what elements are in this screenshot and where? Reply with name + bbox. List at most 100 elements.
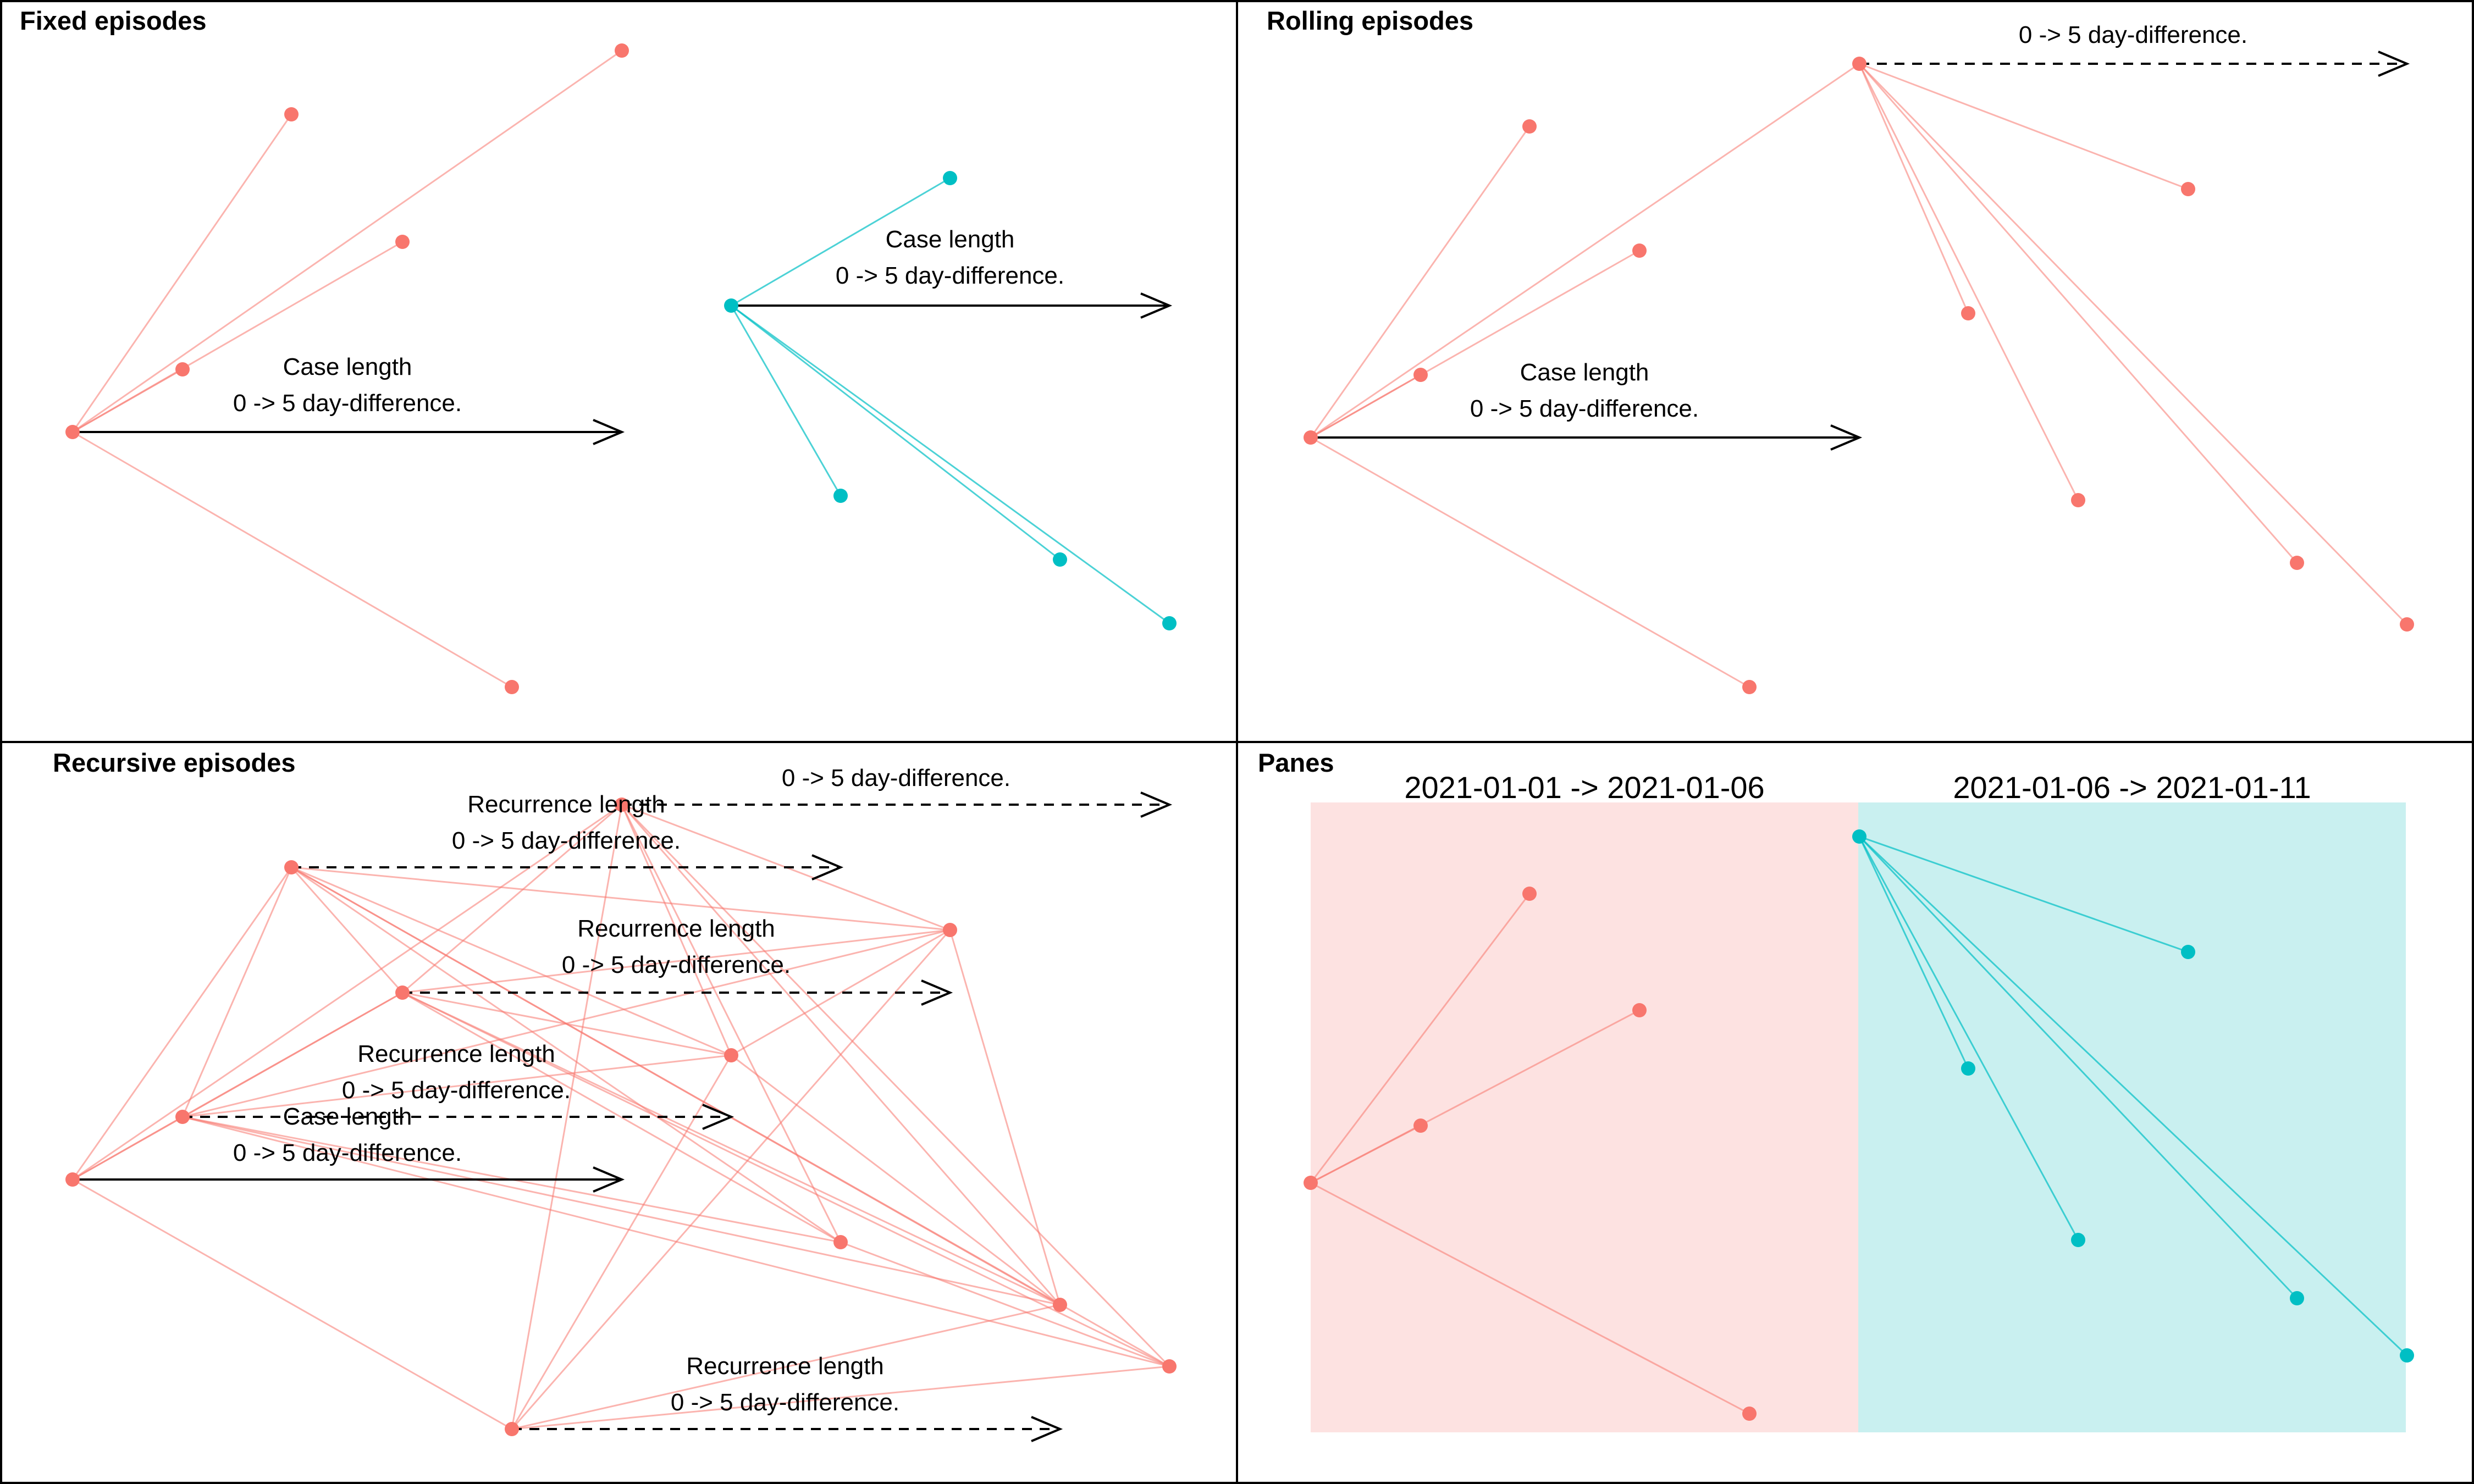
record-point bbox=[1522, 119, 1537, 134]
arrow-head bbox=[1031, 1416, 1063, 1442]
episode-link bbox=[1310, 63, 1860, 439]
episode-link bbox=[72, 804, 622, 1181]
record-point bbox=[65, 1172, 80, 1187]
panel-title-rolling: Rolling episodes bbox=[1267, 6, 1473, 35]
episode-link bbox=[1858, 835, 2298, 1299]
record-point bbox=[724, 298, 738, 313]
episode-link bbox=[291, 866, 951, 931]
record-point bbox=[2400, 1348, 2414, 1363]
episode-link bbox=[182, 1116, 1061, 1306]
episode-link bbox=[181, 867, 292, 1117]
arrow-head bbox=[593, 419, 625, 445]
episode-link bbox=[1858, 63, 2079, 501]
record-point bbox=[284, 860, 299, 874]
episode-link bbox=[1310, 436, 1750, 688]
episode-link bbox=[1858, 63, 2408, 625]
episode-link bbox=[1858, 63, 1969, 314]
record-point bbox=[1632, 243, 1647, 258]
episode-link bbox=[402, 992, 841, 1243]
episode-link bbox=[291, 866, 732, 1056]
panel-title-recursive: Recursive episodes bbox=[53, 748, 296, 777]
record-point bbox=[175, 1110, 190, 1124]
episode-link bbox=[731, 304, 1170, 624]
panel-title-fixed: Fixed episodes bbox=[20, 6, 207, 35]
record-point bbox=[1852, 57, 1866, 71]
episode-link bbox=[72, 49, 622, 433]
episode-link bbox=[511, 1365, 1170, 1430]
arrow-head bbox=[921, 979, 953, 1006]
episode-link bbox=[621, 804, 1061, 1305]
episode-link bbox=[840, 1241, 1170, 1367]
episode-link bbox=[1859, 835, 2189, 953]
record-point bbox=[1304, 430, 1318, 445]
record-point bbox=[395, 985, 410, 1000]
episode-link bbox=[72, 368, 183, 433]
record-point bbox=[284, 107, 299, 121]
window-label: 0 -> 5 day-difference. bbox=[562, 951, 791, 978]
panel-title-panes: Panes bbox=[1258, 748, 1334, 777]
episode-link bbox=[402, 929, 951, 994]
window-label: 0 -> 5 day-difference. bbox=[2019, 21, 2247, 48]
episode-link bbox=[949, 929, 1061, 1305]
window-label: 0 -> 5 day-difference. bbox=[782, 765, 1010, 791]
case-length-label: Case length bbox=[886, 226, 1015, 253]
episode-link bbox=[1858, 836, 2079, 1241]
episode-link bbox=[731, 177, 951, 307]
record-point bbox=[1413, 1118, 1428, 1133]
case-length-label: Case length bbox=[1520, 359, 1649, 386]
record-point bbox=[1852, 829, 1866, 844]
episode-link bbox=[731, 929, 951, 1056]
window-arrows bbox=[73, 51, 2410, 1442]
episode-link bbox=[290, 867, 404, 993]
pane-1-background bbox=[1311, 802, 1858, 1432]
arrow-head bbox=[1830, 424, 1863, 451]
record-point bbox=[943, 171, 957, 185]
record-point bbox=[1162, 1359, 1177, 1374]
episode-link bbox=[402, 804, 622, 994]
episode-link bbox=[621, 804, 842, 1243]
arrow-head bbox=[702, 1104, 735, 1130]
record-point bbox=[505, 680, 519, 694]
record-point bbox=[65, 425, 80, 439]
episode-link bbox=[1858, 835, 2408, 1356]
record-point bbox=[943, 923, 957, 937]
record-point bbox=[1304, 1176, 1318, 1190]
episode-link bbox=[731, 304, 1061, 561]
window-label: 0 -> 5 day-difference. bbox=[342, 1077, 571, 1104]
window-label: 0 -> 5 day-difference. bbox=[452, 827, 681, 854]
episode-link bbox=[511, 1304, 1061, 1430]
recurrence-length-label: Recurrence length bbox=[467, 791, 665, 818]
record-point bbox=[1413, 368, 1428, 382]
episode-link bbox=[1310, 126, 1531, 438]
record-point bbox=[2290, 1291, 2304, 1305]
recurrence-length-label: Recurrence length bbox=[686, 1353, 884, 1380]
episode-link bbox=[1859, 63, 2189, 190]
pane-2-label: 2021-01-06 -> 2021-01-11 bbox=[1953, 770, 2311, 805]
episode-link bbox=[1858, 63, 2298, 563]
recurrence-length-label: Recurrence length bbox=[577, 915, 775, 942]
episode-link bbox=[71, 867, 292, 1180]
record-point bbox=[833, 1235, 848, 1249]
window-label: 0 -> 5 day-difference. bbox=[1470, 395, 1699, 422]
record-point bbox=[1632, 1003, 1647, 1017]
arrow-head bbox=[2378, 51, 2410, 77]
record-point bbox=[2181, 945, 2195, 959]
record-point bbox=[2290, 556, 2304, 570]
episode-link bbox=[71, 114, 292, 433]
record-point bbox=[1961, 306, 1975, 320]
episode-link bbox=[291, 866, 841, 1243]
pane-1-label: 2021-01-01 -> 2021-01-06 bbox=[1404, 770, 1764, 805]
episode-link bbox=[1310, 1182, 1750, 1415]
episode-link bbox=[402, 992, 732, 1056]
recurrence-length-label: Recurrence length bbox=[357, 1040, 555, 1067]
record-point bbox=[2400, 617, 2414, 632]
episode-link bbox=[72, 431, 512, 688]
episode-link bbox=[730, 305, 842, 496]
record-point bbox=[724, 1048, 738, 1062]
episode-link bbox=[1858, 836, 1969, 1069]
window-label: 0 -> 5 day-difference. bbox=[836, 262, 1064, 289]
episode-link bbox=[511, 804, 623, 1430]
episode-link bbox=[621, 804, 732, 1056]
record-point bbox=[2071, 493, 2085, 507]
record-point bbox=[175, 362, 190, 376]
